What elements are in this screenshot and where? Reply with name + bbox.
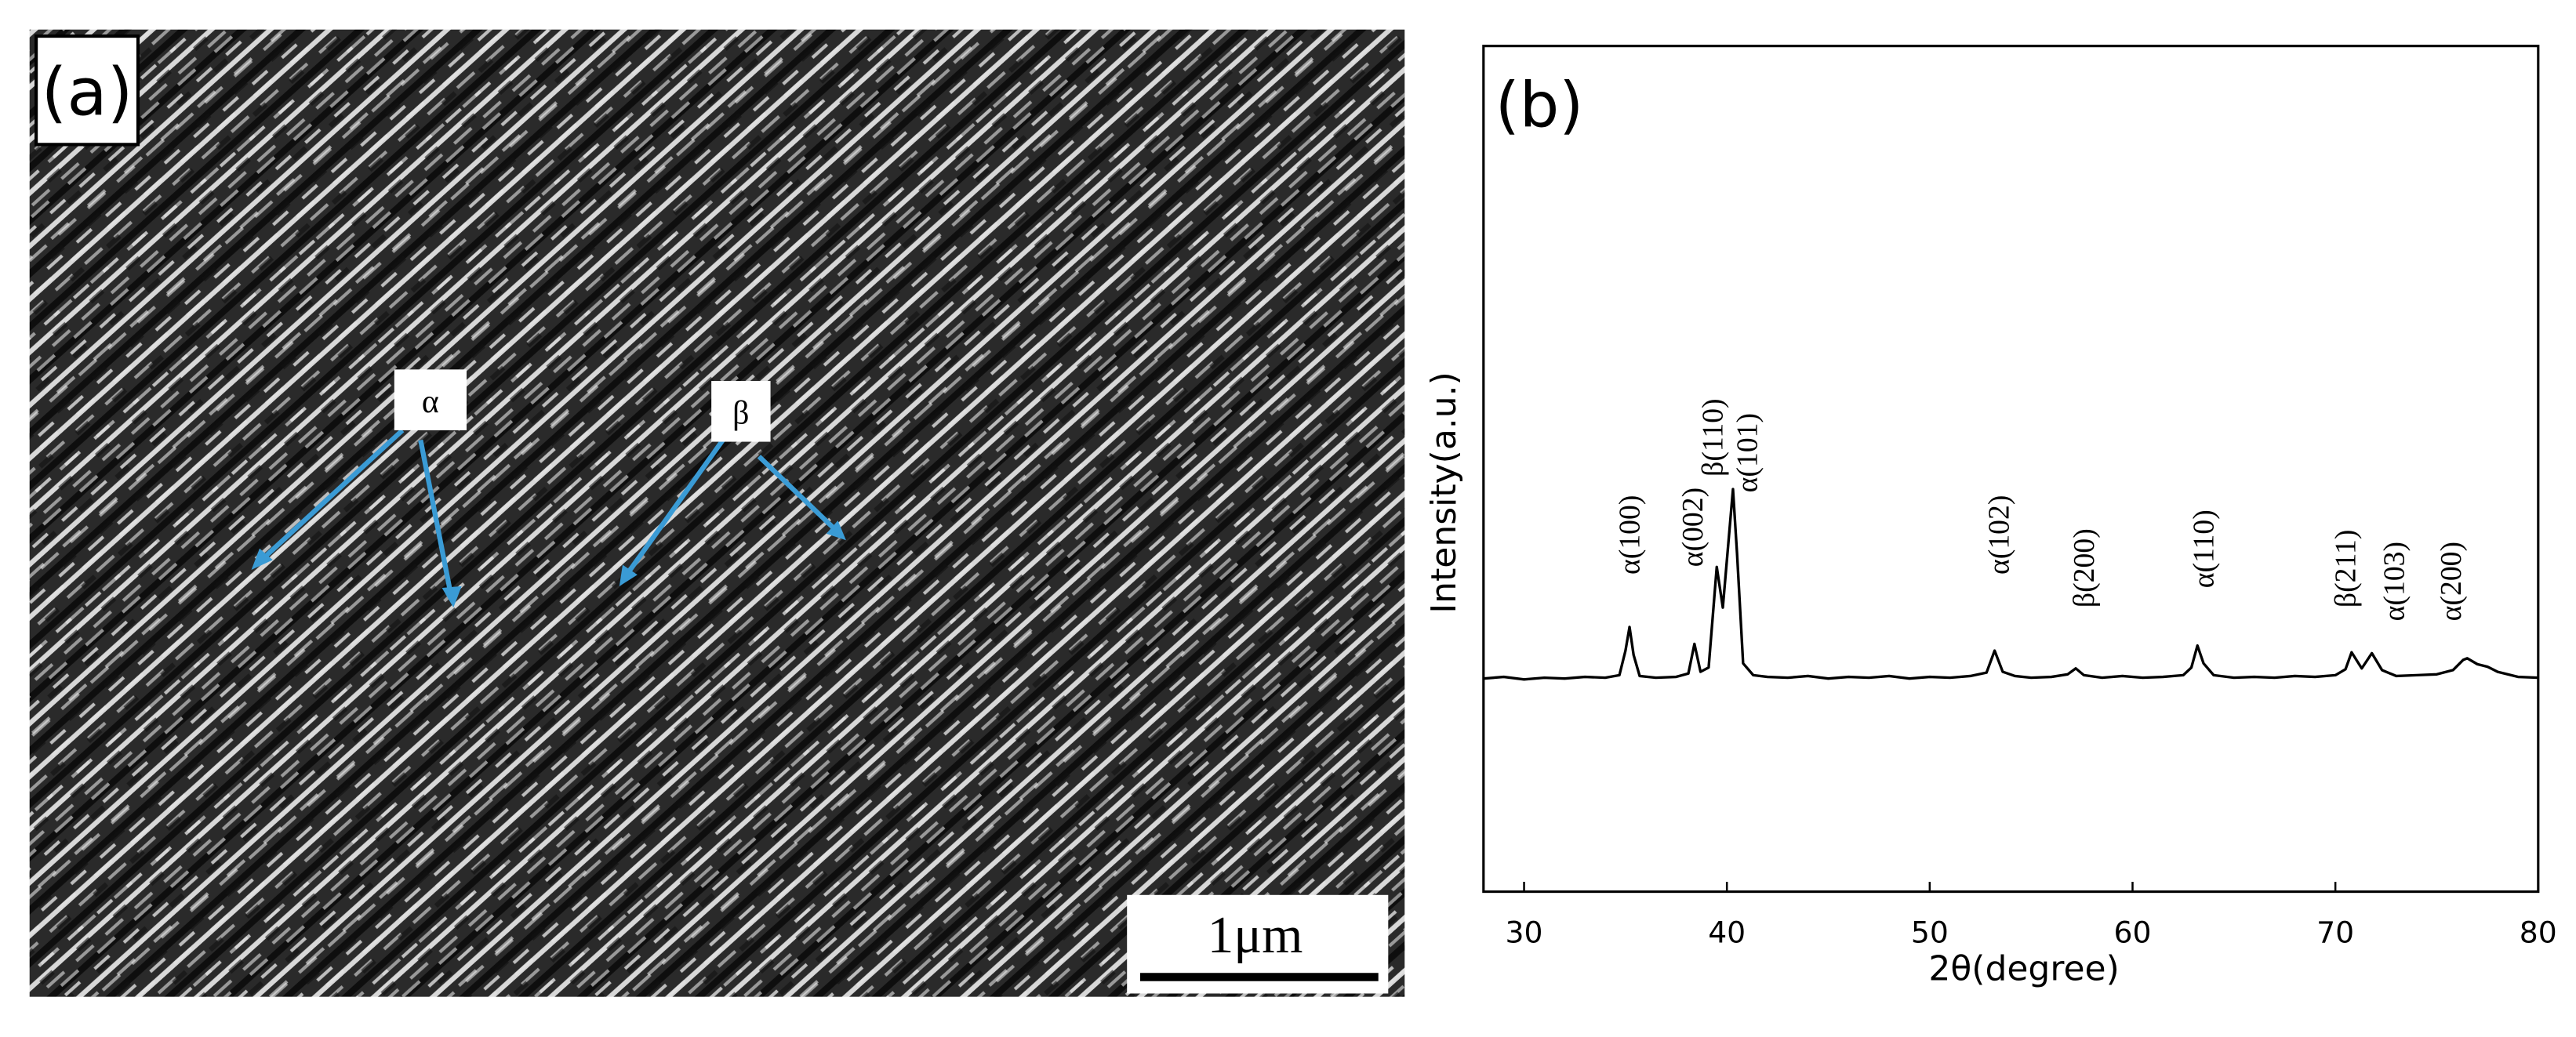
x-tick-label: 30: [1506, 916, 1543, 950]
peak-label: β(211): [2330, 530, 2363, 607]
arrow: [256, 428, 405, 565]
panel-b: (b) 2θ(degree) Intensity(a.u.) 30 40 50 60 7…: [1424, 45, 2557, 989]
peak-label: β(110): [1697, 398, 1730, 476]
panel-label: (b): [1495, 68, 1584, 141]
arrow-heads: [251, 520, 846, 608]
arrow: [622, 438, 725, 580]
peak-label: α(100): [1614, 495, 1647, 575]
arrows: [256, 428, 841, 600]
peak-label: α(110): [2188, 509, 2221, 588]
peak-label: α(102): [1982, 495, 2015, 575]
arrow-head: [251, 548, 273, 570]
peak-label: α(002): [1677, 488, 1709, 567]
y-axis-label: Intensity(a.u.): [1424, 372, 1464, 614]
arrow-head: [619, 564, 638, 586]
peak-label: α(200): [2435, 542, 2468, 621]
x-tick-label: 70: [2316, 916, 2354, 950]
marker-box: [711, 381, 771, 442]
arrow-head: [441, 586, 462, 608]
arrow: [418, 439, 455, 600]
xrd-line: [1483, 488, 2538, 681]
x-tick-label: 60: [2114, 916, 2152, 950]
peak-label: α(101): [1731, 413, 1764, 492]
x-tick-label: 50: [1911, 916, 1949, 950]
plot-frame: [1482, 45, 2540, 894]
scale-bar-label: 1μm: [1208, 905, 1303, 964]
x-axis-label: 2θ(degree): [1928, 949, 2119, 989]
x-tick-label: 40: [1708, 916, 1746, 950]
panel-label: (a): [42, 54, 133, 131]
peak-label: α(103): [2378, 542, 2411, 621]
x-tick-label: 80: [2520, 916, 2557, 950]
micrograph-texture: [29, 29, 1405, 997]
marker-label: α: [422, 384, 439, 420]
marker-label: β: [732, 396, 749, 432]
label-box: [35, 34, 140, 147]
peak-label: β(200): [2068, 528, 2101, 607]
arrow: [757, 455, 841, 536]
marker-box: [394, 369, 467, 430]
panel-a: (a) α β 1μm: [29, 29, 1405, 997]
arrow-head: [826, 520, 846, 541]
